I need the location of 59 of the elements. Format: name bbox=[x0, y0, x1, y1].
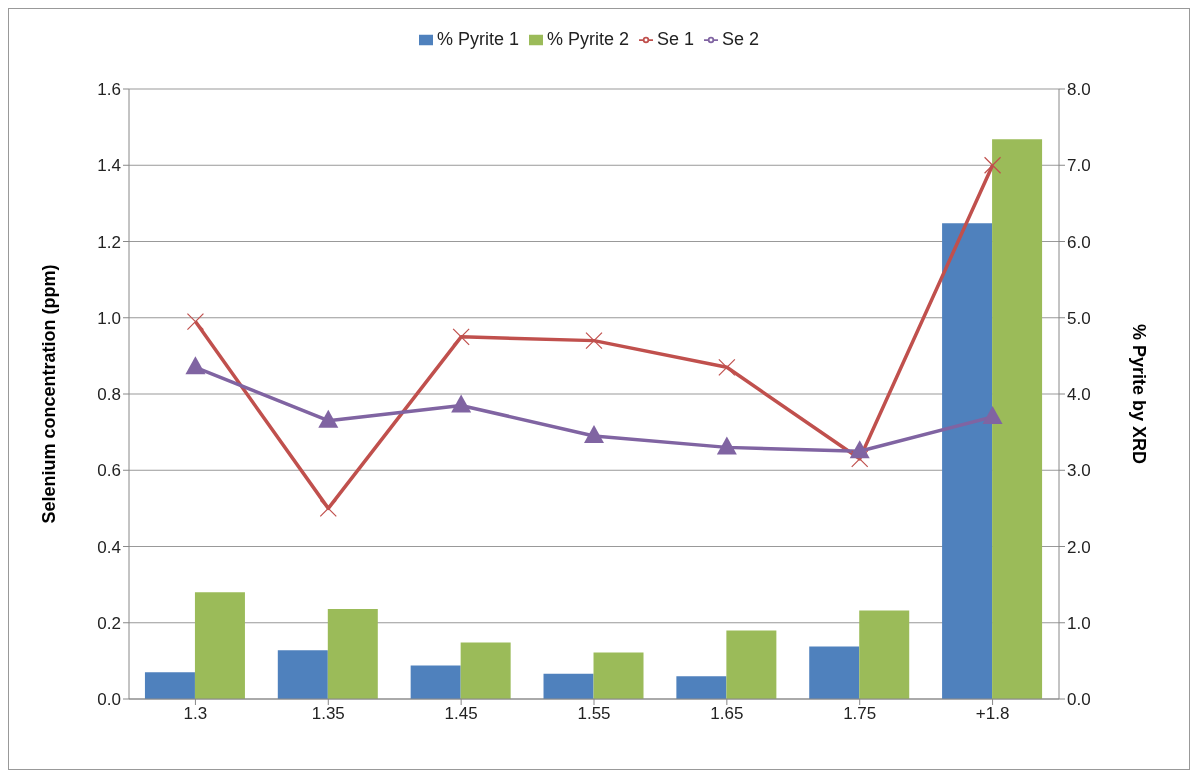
bar bbox=[992, 139, 1043, 699]
point bbox=[983, 156, 1002, 174]
y2-tick-label: 3.0 bbox=[1067, 461, 1091, 481]
bar bbox=[809, 646, 860, 699]
point bbox=[849, 440, 870, 459]
y2-tick-label: 6.0 bbox=[1067, 232, 1091, 252]
x-tick-label: 1.65 bbox=[710, 704, 744, 724]
point bbox=[451, 394, 472, 413]
y-tick-label: 1.4 bbox=[97, 156, 121, 176]
y-tick-label: 0.0 bbox=[97, 690, 121, 710]
x-tick-label: 1.35 bbox=[311, 704, 345, 724]
y-tick-label: 1.6 bbox=[97, 80, 121, 100]
legend-label: % Pyrite 2 bbox=[546, 29, 629, 49]
point bbox=[851, 450, 869, 468]
y-axis-title: Selenium concentration (ppm) bbox=[39, 264, 60, 524]
point bbox=[716, 436, 737, 455]
point bbox=[585, 332, 603, 350]
bar bbox=[144, 672, 195, 699]
y-tick-label: 1.0 bbox=[97, 308, 121, 328]
y2-tick-label: 1.0 bbox=[1067, 613, 1091, 633]
legend-label: % Pyrite 1 bbox=[436, 29, 519, 49]
bar bbox=[676, 676, 727, 699]
point bbox=[186, 312, 205, 331]
bar bbox=[726, 630, 777, 699]
bar bbox=[543, 673, 594, 699]
y2-tick-label: 5.0 bbox=[1067, 308, 1091, 328]
x-tick-label: 1.45 bbox=[444, 704, 478, 724]
x-tick-label: 1.75 bbox=[843, 704, 877, 724]
y-tick-label: 1.2 bbox=[97, 232, 121, 252]
legend-label: Se 1 bbox=[657, 29, 695, 49]
bar bbox=[859, 610, 910, 699]
point bbox=[982, 405, 1003, 424]
y2-tick-label: 2.0 bbox=[1067, 537, 1091, 557]
bar bbox=[593, 652, 644, 699]
bar bbox=[942, 223, 993, 699]
point bbox=[452, 328, 470, 346]
point bbox=[185, 356, 206, 375]
point bbox=[718, 358, 736, 376]
point bbox=[319, 499, 337, 517]
x-tick-label: +1.8 bbox=[975, 704, 1010, 724]
y2-tick-label: 7.0 bbox=[1067, 156, 1091, 176]
bar bbox=[460, 642, 511, 699]
y2-axis-title: % Pyrite by XRD bbox=[1128, 323, 1149, 465]
bar bbox=[410, 665, 461, 699]
y-tick-label: 0.2 bbox=[97, 613, 121, 633]
y2-tick-label: 0.0 bbox=[1067, 690, 1091, 710]
y-tick-label: 0.6 bbox=[97, 461, 121, 481]
point bbox=[584, 424, 604, 443]
x-tick-label: 1.3 bbox=[183, 704, 208, 724]
x-tick-label: 1.55 bbox=[577, 704, 611, 724]
bar bbox=[327, 609, 378, 699]
y-tick-label: 0.8 bbox=[97, 385, 121, 405]
bar bbox=[194, 592, 245, 699]
y2-tick-label: 4.0 bbox=[1067, 385, 1091, 405]
point bbox=[318, 409, 339, 428]
legend-label: Se 2 bbox=[722, 29, 760, 49]
y-tick-label: 0.4 bbox=[97, 537, 121, 557]
y2-tick-label: 8.0 bbox=[1067, 80, 1091, 100]
bar bbox=[277, 650, 328, 699]
